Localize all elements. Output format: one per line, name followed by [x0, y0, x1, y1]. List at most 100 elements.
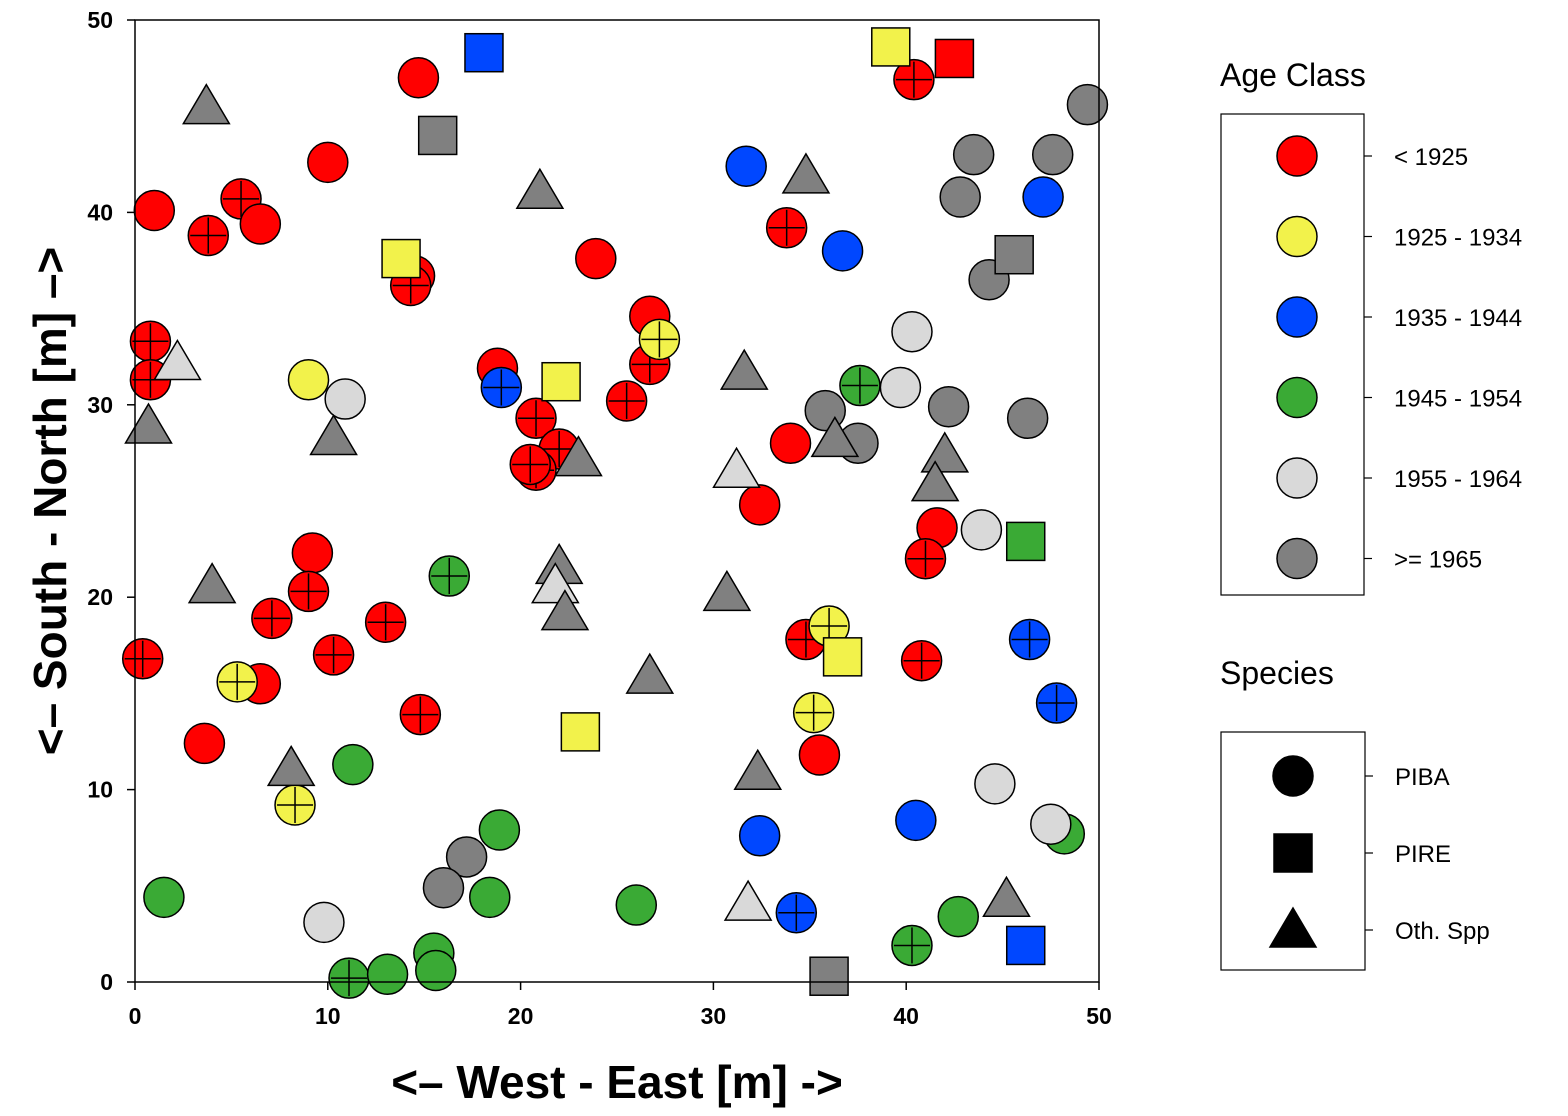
data-point-triangle-97	[515, 167, 565, 209]
data-point-triangle-117	[982, 875, 1031, 918]
data-point-triangle-96	[182, 83, 231, 125]
data-point-square-87	[417, 115, 458, 156]
data-point-circle-20	[769, 422, 812, 465]
x-tick-label: 0	[129, 1003, 142, 1029]
data-point-circle-29	[312, 634, 355, 676]
data-point-circle-73	[1066, 83, 1109, 126]
data-point-circle-63	[891, 924, 933, 967]
data-point-circle-40	[216, 661, 258, 703]
data-point-triangle-100	[124, 402, 173, 444]
data-point-circle-56	[143, 876, 185, 919]
data-point-circle-64	[937, 895, 980, 938]
data-point-circle-57	[469, 876, 511, 919]
data-point-circle-41	[792, 691, 835, 734]
age-legend-marker-4	[1276, 457, 1318, 499]
data-point-circle-24	[904, 537, 947, 580]
data-point-circle-27	[251, 597, 293, 640]
data-point-circle-15	[515, 397, 557, 440]
data-point-circle-0	[397, 56, 440, 99]
y-axis: 0 10 20 30 40 50	[87, 7, 135, 995]
data-point-triangle-111	[540, 589, 590, 631]
data-point-circle-62	[366, 953, 409, 996]
age-legend-label-3: 1945 - 1954	[1394, 386, 1522, 413]
data-point-circle-35	[900, 639, 943, 682]
species-legend: Species PIBA PIRE Oth. Spp	[1220, 655, 1490, 971]
age-legend-label-0: < 1925	[1394, 144, 1468, 171]
age-legend-marker-1	[1276, 215, 1318, 258]
data-point-square-89	[541, 361, 581, 402]
data-point-triangle-104	[712, 446, 761, 488]
species-legend-label-2: Oth. Spp	[1395, 918, 1490, 945]
data-point-circle-5	[187, 214, 230, 257]
age-legend-box	[1220, 113, 1365, 596]
data-point-circle-19	[765, 207, 808, 249]
x-tick-label: 50	[1086, 1003, 1112, 1029]
x-axis: 0 10 20 30 40 50	[129, 982, 1112, 1029]
x-tick-label: 20	[508, 1003, 534, 1029]
data-point-triangle-103	[554, 435, 603, 477]
data-point-triangle-116	[723, 879, 773, 921]
data-point-circle-4	[133, 189, 176, 232]
data-point-square-86	[934, 38, 975, 79]
x-tick-label: 10	[315, 1003, 341, 1029]
data-point-circle-61	[328, 957, 370, 999]
data-point-triangle-113	[625, 652, 675, 694]
y-tick-label: 40	[87, 199, 113, 225]
data-point-circle-68	[879, 366, 922, 409]
data-point-circle-10	[575, 237, 617, 280]
data-point-square-84	[464, 32, 504, 73]
y-axis-title: <– South - North [m] –>	[24, 247, 76, 756]
data-point-circle-38	[638, 318, 681, 361]
data-point-circle-81	[1006, 397, 1049, 440]
data-point-circle-80	[927, 385, 970, 428]
data-point-circle-52	[839, 364, 881, 407]
data-point-circle-51	[775, 891, 818, 934]
data-point-circle-66	[324, 378, 366, 420]
data-point-triangle-114	[266, 744, 316, 787]
age-legend-title: Age Class	[1220, 57, 1366, 93]
data-point-circle-49	[895, 799, 937, 842]
y-tick-label: 50	[87, 7, 113, 33]
data-point-circle-58	[615, 884, 658, 926]
data-point-circle-37	[287, 359, 330, 401]
data-point-triangle-99	[153, 338, 202, 381]
data-point-triangle-102	[719, 348, 769, 390]
data-point-triangle-101	[309, 414, 358, 456]
data-point-square-92	[822, 637, 863, 677]
age-legend-marker-0	[1276, 135, 1318, 177]
data-point-triangle-106	[920, 431, 970, 473]
age-legend-label-5: >= 1965	[1394, 547, 1482, 574]
data-point-triangle-105	[810, 415, 860, 458]
species-legend-marker-square	[1273, 833, 1313, 873]
data-point-circle-75	[1031, 133, 1074, 176]
species-legend-title: Species	[1220, 655, 1334, 691]
data-point-circle-33	[183, 722, 226, 765]
age-legend-marker-2	[1276, 296, 1318, 338]
species-legend-label-1: PIRE	[1395, 841, 1451, 868]
age-legend-label-4: 1955 - 1964	[1394, 466, 1522, 493]
data-point-circle-30	[121, 638, 164, 680]
age-legend-marker-5	[1276, 537, 1318, 580]
data-point-circle-48	[1035, 682, 1078, 724]
data-point-circle-82	[445, 836, 488, 878]
data-point-circle-32	[399, 693, 442, 736]
plot-points	[121, 27, 1109, 999]
data-point-triangle-115	[733, 748, 783, 791]
data-point-circle-44	[821, 230, 864, 272]
data-point-circle-1	[307, 141, 349, 184]
species-legend-marker-triangle	[1268, 906, 1318, 948]
data-point-circle-72	[303, 901, 345, 944]
data-point-circle-50	[738, 815, 781, 857]
species-legend-marker-circle	[1272, 755, 1314, 797]
data-point-triangle-98	[781, 152, 831, 194]
data-point-triangle-107	[910, 460, 960, 502]
data-point-circle-74	[952, 133, 995, 176]
data-point-circle-14	[605, 380, 648, 422]
data-point-circle-67	[891, 310, 933, 353]
age-legend-label-2: 1935 - 1944	[1394, 305, 1522, 332]
data-point-circle-45	[1022, 176, 1064, 218]
data-point-circle-21	[738, 484, 781, 526]
data-point-circle-22	[893, 58, 935, 101]
data-point-circle-43	[725, 145, 767, 187]
